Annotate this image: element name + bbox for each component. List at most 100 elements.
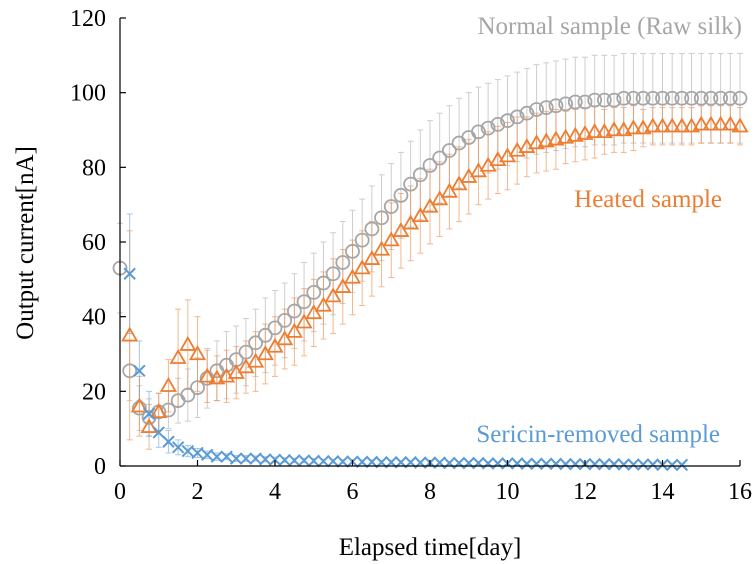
- data-point-normal: [131, 400, 147, 416]
- data-point-normal: [335, 255, 351, 270]
- data-point-normal: [509, 109, 525, 125]
- data-point-heated: [140, 417, 158, 433]
- data-point-heated: [712, 115, 730, 131]
- series-label-sericin-removed: Sericin-removed sample: [476, 421, 720, 448]
- data-point-sericin-removed: [307, 454, 320, 467]
- data-point-normal: [480, 120, 496, 136]
- x-tick-label: 6: [347, 479, 359, 505]
- data-point-normal: [567, 94, 583, 110]
- data-point-sericin-removed: [162, 435, 175, 448]
- data-point-heated: [285, 322, 303, 338]
- error-bar-heated: [233, 346, 240, 400]
- error-bar-heated: [649, 107, 656, 146]
- x-tick-label: 16: [728, 479, 752, 505]
- y-tick-label: 60: [82, 230, 106, 256]
- error-bar-heated: [523, 116, 530, 178]
- data-point-heated: [305, 304, 323, 320]
- data-point-sericin-removed: [288, 454, 301, 467]
- y-tick-label: 40: [82, 305, 106, 331]
- y-tick-label: 100: [70, 81, 106, 107]
- data-point-sericin-removed: [259, 453, 272, 466]
- data-point-sericin-removed: [152, 426, 165, 439]
- data-point-sericin-removed: [317, 454, 330, 468]
- data-point-normal: [277, 312, 293, 328]
- data-point-sericin-removed: [510, 457, 524, 470]
- data-point-heated: [130, 397, 148, 413]
- data-point-sericin-removed: [297, 454, 311, 467]
- error-bar-heated: [359, 230, 366, 306]
- data-point-sericin-removed: [491, 457, 505, 470]
- error-bar-heated: [601, 108, 608, 155]
- data-point-sericin-removed: [181, 444, 195, 458]
- data-point-heated: [343, 268, 362, 284]
- data-point-normal: [490, 117, 506, 132]
- data-point-normal: [693, 90, 709, 106]
- x-tick-label: 10: [496, 479, 520, 505]
- data-point-sericin-removed: [588, 457, 601, 471]
- data-point-heated: [615, 121, 633, 137]
- data-point-heated: [576, 124, 594, 140]
- data-point-sericin-removed: [239, 452, 253, 465]
- data-point-normal: [664, 90, 680, 106]
- error-bar-heated: [504, 122, 511, 191]
- error-bar-heated: [514, 116, 521, 185]
- data-point-normal: [180, 387, 196, 403]
- data-point-normal: [325, 266, 341, 282]
- data-point-normal: [538, 100, 554, 115]
- data-point-heated: [334, 277, 352, 293]
- x-tick-label: 4: [269, 479, 281, 505]
- error-bar-heated: [281, 308, 288, 370]
- data-point-sericin-removed: [230, 452, 243, 465]
- x-tick-label: 0: [114, 479, 126, 505]
- error-bar-heated: [213, 355, 220, 402]
- error-bar-heated: [591, 105, 598, 159]
- data-point-normal: [286, 303, 302, 319]
- data-point-normal: [713, 90, 729, 106]
- data-point-normal: [596, 92, 612, 108]
- error-bar-heated: [194, 316, 201, 392]
- error-bar-heated: [688, 107, 695, 146]
- data-point-heated: [683, 117, 701, 133]
- data-point-heated: [314, 296, 332, 312]
- x-tick-label: 14: [651, 479, 675, 505]
- data-point-normal: [732, 90, 748, 106]
- data-point-normal: [471, 124, 486, 140]
- data-point-sericin-removed: [268, 453, 282, 466]
- data-point-heated: [266, 337, 284, 353]
- data-point-heated: [382, 231, 400, 247]
- error-bar-heated: [737, 107, 743, 146]
- error-bar-heated: [707, 105, 714, 144]
- data-point-normal: [529, 102, 544, 117]
- data-point-heated: [644, 117, 662, 133]
- data-point-sericin-removed: [665, 458, 679, 472]
- data-point-sericin-removed: [278, 453, 291, 467]
- error-bar-heated: [698, 105, 705, 144]
- data-point-sericin-removed: [462, 456, 475, 470]
- data-point-normal: [412, 167, 428, 183]
- data-point-sericin-removed: [336, 455, 350, 468]
- data-point-sericin-removed: [142, 407, 156, 420]
- data-point-normal: [306, 284, 322, 300]
- data-point-normal: [441, 143, 457, 158]
- data-point-normal: [364, 221, 380, 237]
- data-point-heated: [605, 121, 623, 137]
- error-bar-heated: [552, 108, 559, 170]
- data-point-sericin-removed: [636, 458, 650, 471]
- data-point-heated: [586, 123, 604, 139]
- error-bar-heated: [397, 192, 404, 269]
- error-bar-heated: [485, 131, 492, 200]
- data-point-sericin-removed: [549, 457, 563, 470]
- data-point-heated: [557, 128, 575, 144]
- error-bar-heated: [436, 161, 443, 237]
- data-point-heated: [159, 376, 177, 392]
- error-bar-heated: [252, 331, 259, 392]
- data-point-heated: [373, 240, 391, 256]
- data-point-sericin-removed: [200, 448, 214, 462]
- data-point-normal: [296, 294, 312, 310]
- data-point-heated: [208, 369, 226, 385]
- data-point-heated: [121, 326, 139, 342]
- error-bar-heated: [446, 153, 453, 230]
- data-point-heated: [692, 115, 710, 131]
- error-bar-heated: [301, 288, 308, 357]
- data-point-heated: [247, 352, 265, 368]
